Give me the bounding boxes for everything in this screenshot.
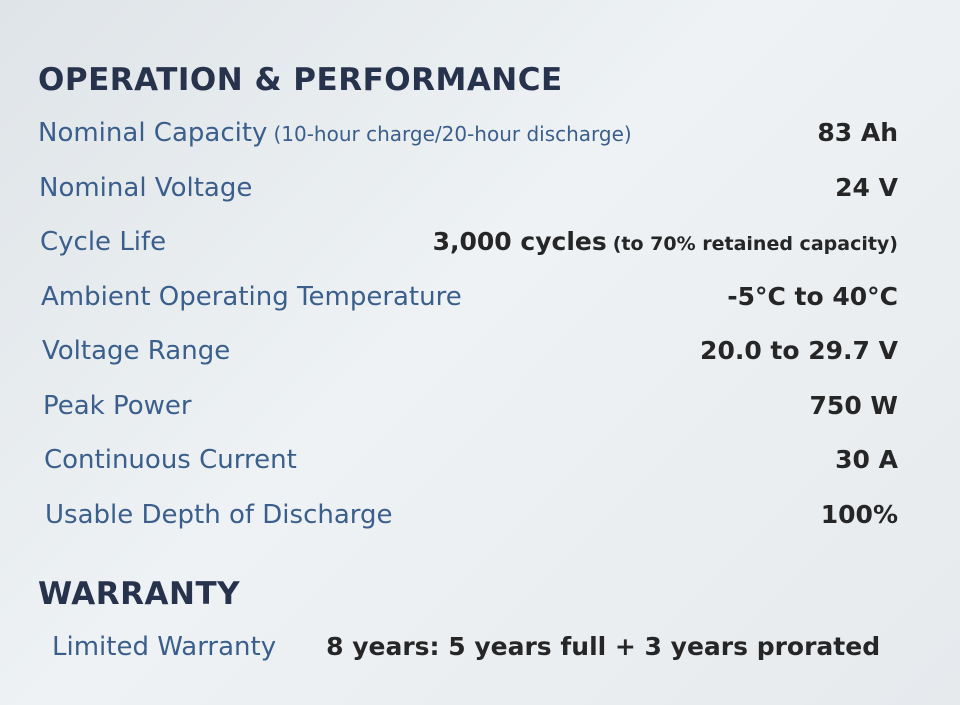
section-heading: OPERATION & PERFORMANCE [38, 62, 563, 98]
spec-label: Nominal Capacity [38, 118, 268, 148]
spec-value: 20.0 to 29.7 V [700, 336, 898, 365]
spec-row: Peak Power 750 W [38, 379, 898, 434]
spec-value: 8 years: 5 years full + 3 years prorated [326, 632, 881, 661]
spec-label: Nominal Voltage [39, 172, 253, 203]
section: WARRANTY Limited Warranty 8 years: 5 years… [38, 568, 898, 675]
spec-value: 750 W [809, 390, 898, 420]
spec-label: Continuous Current [44, 445, 297, 475]
spec-value: 3,000 cycles [432, 227, 607, 256]
spec-row: Nominal Voltage 24 V [38, 161, 898, 216]
spec-label: Limited Warranty [52, 632, 277, 662]
spec-row: Nominal Capacity (10-hour charge/20-hour … [38, 106, 898, 161]
spec-value: -5°C to 40°C [727, 281, 898, 311]
spec-row: Limited Warranty 8 years: 5 years full + … [38, 620, 898, 675]
section-heading: WARRANTY [38, 576, 241, 612]
spec-row: Cycle Life 3,000 cycles (to 70% retained c… [38, 215, 898, 270]
spec-row: Ambient Operating Temperature -5°C to 40°… [38, 270, 898, 325]
spec-label: Cycle Life [40, 227, 167, 257]
spec-label: Peak Power [43, 390, 192, 421]
spec-value-note: (to 70% retained capacity) [612, 233, 898, 255]
spec-row: Continuous Current 30 A [38, 433, 898, 488]
spec-label: Voltage Range [42, 336, 231, 366]
spec-row: Usable Depth of Discharge 100% [38, 488, 898, 543]
section: OPERATION & PERFORMANCE Nominal Capacity(… [38, 54, 898, 542]
spec-value: 30 A [835, 445, 898, 474]
spec-value: 24 V [835, 172, 898, 202]
spec-row: Voltage Range 20.0 to 29.7 V [38, 324, 898, 379]
spec-note: (10-hour charge/20-hour discharge) [273, 122, 632, 146]
spec-label: Ambient Operating Temperature [41, 281, 462, 312]
spec-value: 83 Ah [817, 118, 898, 147]
spec-label: Usable Depth of Discharge [45, 499, 393, 530]
spec-value: 100% [820, 499, 898, 529]
